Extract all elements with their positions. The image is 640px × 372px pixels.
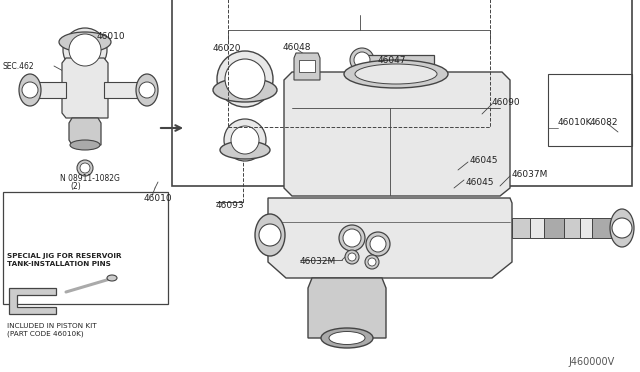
Ellipse shape xyxy=(610,209,634,247)
Ellipse shape xyxy=(355,64,437,84)
Circle shape xyxy=(345,250,359,264)
Ellipse shape xyxy=(329,331,365,344)
Text: 46037M: 46037M xyxy=(512,170,548,179)
Circle shape xyxy=(69,34,101,66)
Text: 46010: 46010 xyxy=(97,32,125,41)
Text: 46010K: 46010K xyxy=(558,118,593,126)
Polygon shape xyxy=(592,218,612,238)
Bar xyxy=(3,192,168,304)
Ellipse shape xyxy=(59,32,111,52)
Text: 46047: 46047 xyxy=(378,55,406,64)
Text: 46010: 46010 xyxy=(144,193,173,202)
Ellipse shape xyxy=(255,214,285,256)
Text: 46093: 46093 xyxy=(216,201,244,209)
Circle shape xyxy=(63,28,107,72)
Text: 46020: 46020 xyxy=(213,44,241,52)
Text: TANK-INSTALLATION PINS: TANK-INSTALLATION PINS xyxy=(7,261,111,267)
Text: N 08911-1082G: N 08911-1082G xyxy=(60,173,120,183)
Polygon shape xyxy=(69,118,101,145)
Polygon shape xyxy=(104,82,140,98)
Circle shape xyxy=(370,236,386,252)
Text: SEC.462: SEC.462 xyxy=(2,61,34,71)
Polygon shape xyxy=(358,55,434,75)
Text: 46082: 46082 xyxy=(590,118,618,126)
Circle shape xyxy=(77,160,93,176)
Circle shape xyxy=(80,163,90,173)
Bar xyxy=(228,0,490,127)
Polygon shape xyxy=(308,278,386,338)
Circle shape xyxy=(259,224,281,246)
Circle shape xyxy=(339,225,365,251)
Circle shape xyxy=(348,253,356,261)
Circle shape xyxy=(350,48,374,72)
Circle shape xyxy=(365,255,379,269)
Text: INCLUDED IN PISTON KIT: INCLUDED IN PISTON KIT xyxy=(7,323,97,329)
Polygon shape xyxy=(530,218,544,238)
Text: (2): (2) xyxy=(70,182,81,190)
Circle shape xyxy=(343,229,361,247)
Ellipse shape xyxy=(321,328,373,348)
Ellipse shape xyxy=(213,78,277,102)
Text: 46045: 46045 xyxy=(470,155,499,164)
Text: 46032M: 46032M xyxy=(300,257,336,266)
Circle shape xyxy=(139,82,155,98)
Polygon shape xyxy=(38,82,66,98)
Polygon shape xyxy=(512,218,530,238)
Text: 46045: 46045 xyxy=(466,177,495,186)
Circle shape xyxy=(217,51,273,107)
Bar xyxy=(548,74,632,146)
Text: SPECIAL JIG FOR RESERVOIR: SPECIAL JIG FOR RESERVOIR xyxy=(7,253,122,259)
Polygon shape xyxy=(564,218,580,238)
Ellipse shape xyxy=(107,275,117,281)
Polygon shape xyxy=(294,53,320,80)
Circle shape xyxy=(224,119,266,161)
Circle shape xyxy=(368,258,376,266)
Bar xyxy=(172,0,632,186)
Text: (PART CODE 46010K): (PART CODE 46010K) xyxy=(7,331,84,337)
Polygon shape xyxy=(62,58,108,118)
Circle shape xyxy=(22,82,38,98)
Text: 46090: 46090 xyxy=(492,97,520,106)
Circle shape xyxy=(225,59,265,99)
Circle shape xyxy=(231,126,259,154)
Polygon shape xyxy=(580,218,592,238)
Text: 46048: 46048 xyxy=(283,42,312,51)
Text: J460000V: J460000V xyxy=(568,357,614,367)
Ellipse shape xyxy=(19,74,41,106)
Circle shape xyxy=(366,232,390,256)
Polygon shape xyxy=(299,60,315,72)
Ellipse shape xyxy=(344,60,448,88)
Ellipse shape xyxy=(220,141,270,159)
Circle shape xyxy=(612,218,632,238)
Polygon shape xyxy=(268,198,512,278)
Polygon shape xyxy=(544,218,564,238)
Ellipse shape xyxy=(70,140,100,150)
Polygon shape xyxy=(284,72,510,196)
Circle shape xyxy=(354,52,370,68)
Polygon shape xyxy=(9,288,56,314)
Ellipse shape xyxy=(136,74,158,106)
